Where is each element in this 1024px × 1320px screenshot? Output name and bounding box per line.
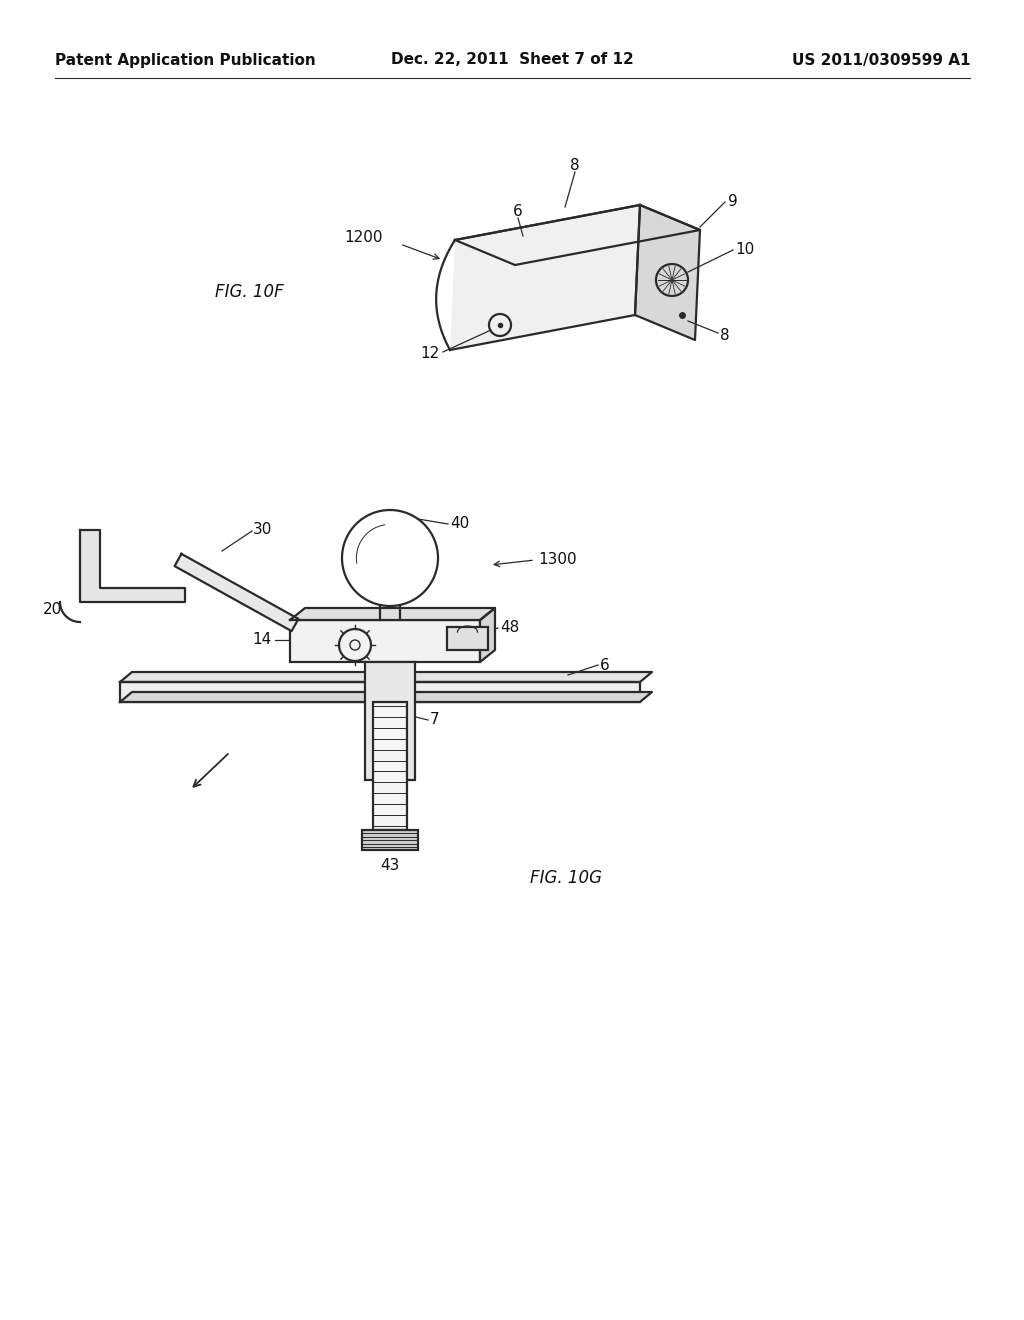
- Text: 1200: 1200: [344, 231, 383, 246]
- Polygon shape: [455, 205, 700, 265]
- Bar: [365, 663, 415, 780]
- Bar: [373, 702, 407, 830]
- Text: 8: 8: [570, 157, 580, 173]
- Polygon shape: [290, 609, 495, 620]
- Text: 43: 43: [380, 858, 399, 873]
- Text: US 2011/0309599 A1: US 2011/0309599 A1: [792, 53, 970, 67]
- Bar: [447, 627, 488, 649]
- Text: 40: 40: [450, 516, 469, 532]
- Text: 48: 48: [500, 620, 519, 635]
- Polygon shape: [120, 692, 652, 702]
- Polygon shape: [80, 531, 185, 602]
- Text: 12: 12: [421, 346, 440, 362]
- Text: 10: 10: [735, 243, 755, 257]
- Polygon shape: [120, 672, 652, 682]
- Text: 1300: 1300: [538, 553, 577, 568]
- Text: 6: 6: [513, 205, 523, 219]
- Polygon shape: [480, 609, 495, 663]
- Text: Patent Application Publication: Patent Application Publication: [55, 53, 315, 67]
- Text: 6: 6: [600, 657, 609, 672]
- Text: 7: 7: [430, 713, 439, 727]
- Text: 9: 9: [728, 194, 737, 210]
- Text: 30: 30: [253, 523, 272, 537]
- Bar: [290, 620, 480, 663]
- Text: Dec. 22, 2011  Sheet 7 of 12: Dec. 22, 2011 Sheet 7 of 12: [390, 53, 634, 67]
- Polygon shape: [635, 205, 700, 341]
- Text: FIG. 10F: FIG. 10F: [215, 282, 284, 301]
- Bar: [362, 830, 418, 850]
- Text: 8: 8: [720, 327, 730, 342]
- Text: 14: 14: [253, 632, 272, 648]
- Bar: [120, 682, 640, 702]
- Polygon shape: [450, 205, 640, 350]
- Text: 20: 20: [43, 602, 62, 618]
- Polygon shape: [175, 554, 298, 631]
- Text: FIG. 10G: FIG. 10G: [530, 869, 602, 887]
